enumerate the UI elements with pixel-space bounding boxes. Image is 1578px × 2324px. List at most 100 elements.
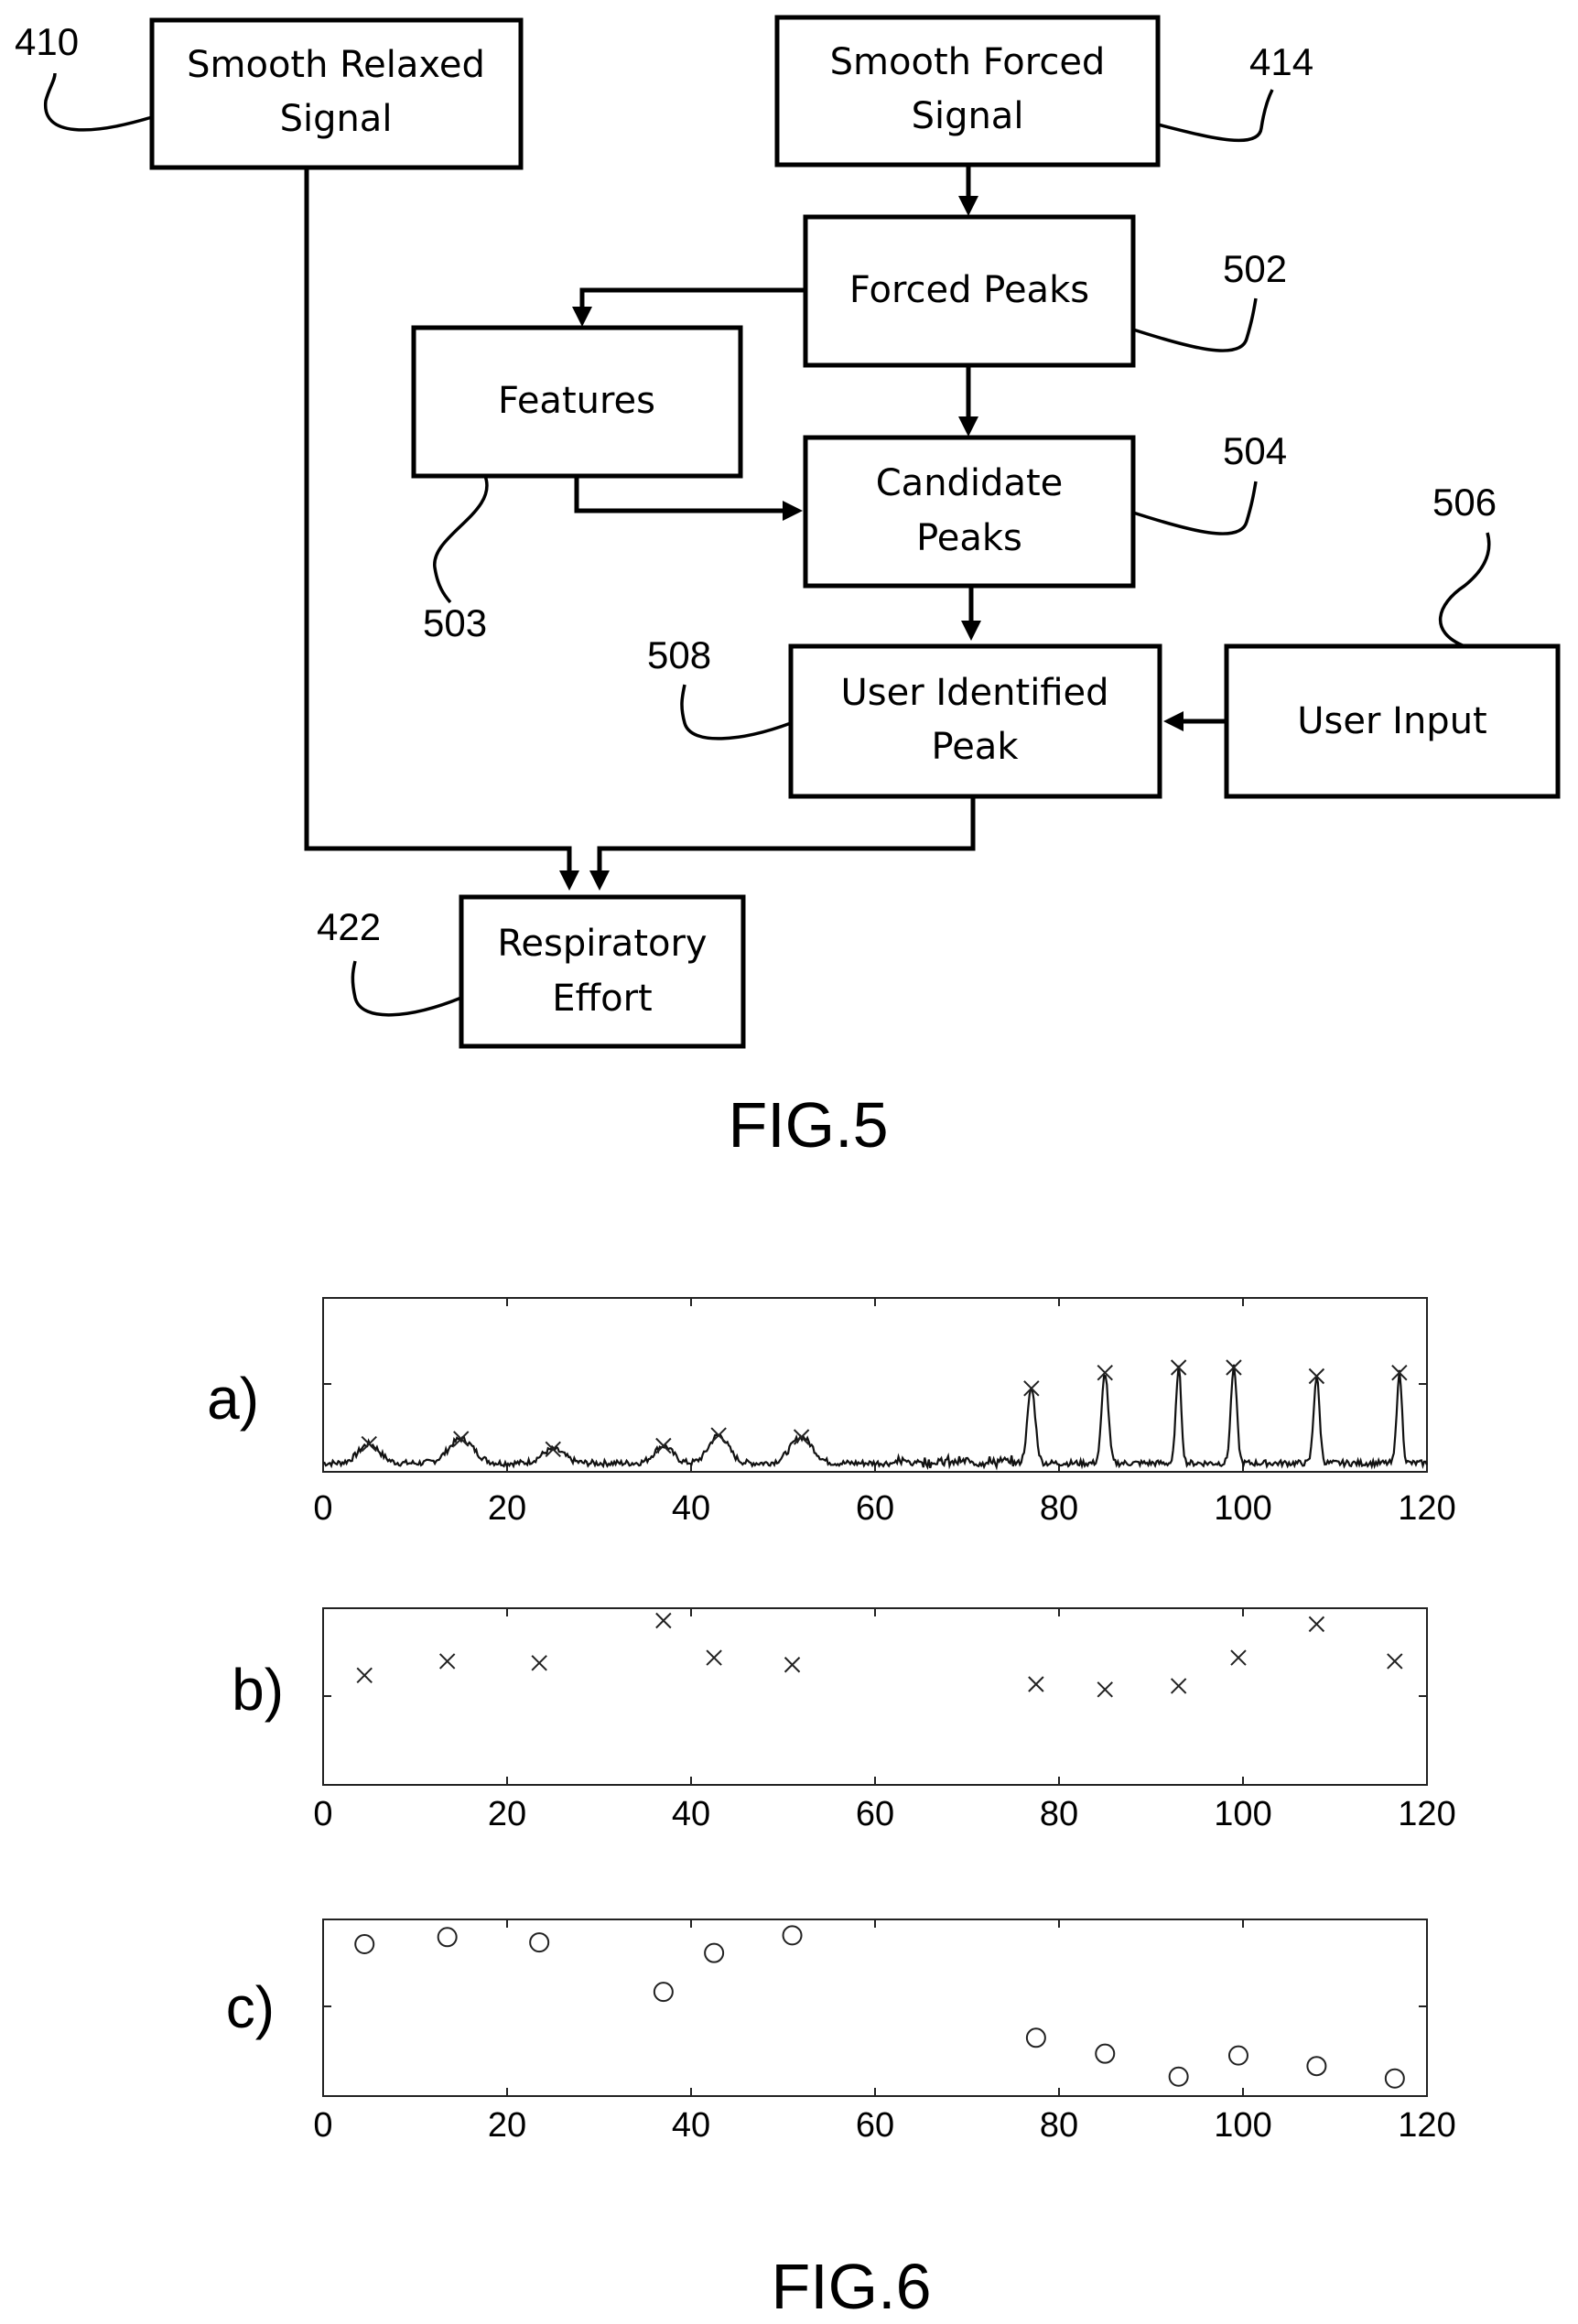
plot-frame: [323, 1608, 1427, 1785]
peak-marker: [656, 1439, 671, 1454]
wire-relaxed-to-effort: [307, 168, 569, 874]
data-point-circle: [1307, 2057, 1325, 2075]
box-user-identified-line2: Peak: [932, 726, 1020, 768]
leader-414: [1158, 90, 1272, 140]
leader-422: [352, 961, 461, 1015]
wire-identified-to-effort: [600, 796, 973, 874]
box-smooth-forced-signal: Smooth Forced Signal: [777, 17, 1158, 165]
x-tick-label: 40: [672, 2106, 710, 2145]
data-point-circle: [1170, 2068, 1188, 2086]
panel-label-b: b): [232, 1657, 284, 1723]
x-tick-label: 0: [313, 2106, 332, 2145]
box-smooth-relaxed-line1: Smooth Relaxed: [187, 44, 485, 86]
data-point-x: [707, 1650, 721, 1665]
x-tick-label: 120: [1398, 2106, 1455, 2145]
ref-504: 504: [1223, 429, 1287, 472]
x-tick-label: 120: [1398, 1489, 1455, 1528]
ref-422: 422: [317, 905, 381, 948]
box-smooth-relaxed-signal: Smooth Relaxed Signal: [152, 20, 521, 168]
plot-frame: [323, 1919, 1427, 2096]
leader-503: [435, 476, 487, 602]
wire-peaks-to-features: [582, 290, 805, 311]
box-respiratory-effort-line2: Effort: [552, 978, 652, 1020]
leader-506: [1441, 533, 1489, 646]
data-point-circle: [1229, 2047, 1248, 2065]
data-point-circle: [1096, 2045, 1114, 2063]
x-tick-label: 20: [488, 1489, 526, 1528]
leader-504: [1133, 481, 1256, 534]
data-point-x: [785, 1658, 800, 1672]
x-tick-label: 40: [672, 1795, 710, 1833]
box-smooth-relaxed-line2: Signal: [280, 98, 393, 140]
x-tick-label: 80: [1040, 2106, 1078, 2145]
plot-frame: [323, 1298, 1427, 1472]
leader-410: [46, 73, 152, 130]
data-point-x: [440, 1654, 455, 1669]
box-smooth-forced-line2: Signal: [912, 95, 1024, 137]
x-tick-label: 100: [1214, 2106, 1271, 2145]
ref-503: 503: [423, 601, 487, 644]
x-tick-label: 0: [313, 1795, 332, 1833]
peak-marker: [1024, 1381, 1039, 1396]
arrowhead-input-to-identified: [1163, 711, 1184, 731]
box-user-identified-peak: User Identified Peak: [791, 646, 1160, 796]
x-tick-label: 100: [1214, 1489, 1271, 1528]
plot-panel-a: 0 20 40 60 80 100 120: [313, 1298, 1455, 1528]
box-forced-peaks-label: Forced Peaks: [849, 269, 1089, 311]
data-point-circle: [530, 1933, 548, 1951]
fig6-caption: FIG.6: [771, 2251, 931, 2322]
leader-508: [682, 685, 791, 739]
arrowhead-forced-to-peaks: [958, 196, 978, 216]
x-tick-label: 0: [313, 1489, 332, 1528]
leader-502: [1133, 298, 1256, 351]
plot-panel-b: 020406080100120: [313, 1608, 1455, 1833]
arrowhead-peaks-to-features: [572, 307, 592, 327]
data-point-x: [656, 1614, 671, 1628]
x-tick-label: 120: [1398, 1795, 1455, 1833]
box-features: Features: [414, 328, 740, 476]
box-smooth-forced-line1: Smooth Forced: [830, 41, 1106, 83]
box-candidate-peaks: Candidate Peaks: [805, 438, 1133, 586]
fig6-plots: a) b) c) 0 20 40 60 80 100 120 0 20 40 60 80 100 120…: [207, 1298, 1456, 2322]
signal-trace: [323, 1365, 1427, 1468]
arrowhead-candidate-to-identified: [961, 621, 981, 641]
box-candidate-peaks-line2: Peaks: [916, 517, 1022, 559]
box-user-input-label: User Input: [1297, 700, 1486, 742]
data-point-circle: [784, 1926, 802, 1944]
panel-label-a: a): [207, 1366, 259, 1432]
wire-features-to-candidate: [577, 476, 785, 511]
data-point-x: [1029, 1677, 1043, 1692]
ref-506: 506: [1432, 481, 1497, 524]
ref-410: 410: [15, 20, 79, 63]
arrowhead-identified-to-effort: [589, 870, 610, 891]
box-respiratory-effort: Respiratory Effort: [461, 897, 743, 1046]
plot-panel-c: 0 20 40 60 80 100 120: [313, 1919, 1455, 2145]
arrowhead-features-to-candidate: [783, 501, 803, 521]
ref-502: 502: [1223, 247, 1287, 290]
ref-508: 508: [647, 633, 711, 676]
x-tick-label: 60: [856, 1489, 894, 1528]
data-point-circle: [1386, 2070, 1404, 2088]
x-tick-label: 20: [488, 1795, 526, 1833]
box-respiratory-effort-line1: Respiratory: [497, 923, 707, 965]
data-point-x: [1309, 1616, 1324, 1631]
arrowhead-peaks-to-candidate: [958, 416, 978, 437]
box-user-input: User Input: [1227, 646, 1558, 796]
x-tick-label: 20: [488, 2106, 526, 2145]
data-point-circle: [438, 1928, 457, 1946]
x-tick-label: 80: [1040, 1489, 1078, 1528]
x-tick-label: 60: [856, 2106, 894, 2145]
arrowhead-relaxed-to-effort: [559, 870, 579, 891]
data-point-x: [1388, 1654, 1402, 1669]
peak-marker: [711, 1428, 726, 1443]
data-point-x: [357, 1668, 372, 1682]
panel-label-c: c): [226, 1974, 275, 2040]
data-point-circle: [1027, 2028, 1045, 2047]
data-point-circle: [705, 1944, 723, 1962]
x-tick-label: 40: [672, 1489, 710, 1528]
data-point-circle: [654, 1983, 673, 2001]
x-tick-label: 100: [1214, 1795, 1271, 1833]
box-features-label: Features: [498, 380, 655, 422]
data-point-x: [532, 1656, 546, 1670]
